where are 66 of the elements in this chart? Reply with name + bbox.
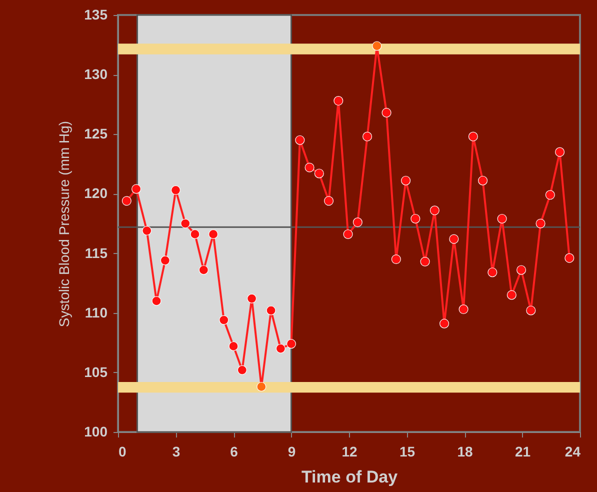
point — [286, 339, 296, 349]
x-tick-label: 9 — [288, 444, 296, 460]
point — [295, 135, 305, 145]
y-tick-label: 110 — [84, 304, 108, 320]
point — [142, 226, 152, 236]
point — [198, 265, 208, 275]
point — [362, 132, 372, 142]
x-axis-title: Time of Day — [301, 468, 398, 486]
x-tick-label: 6 — [230, 444, 238, 460]
point — [304, 162, 314, 172]
point — [449, 234, 459, 244]
y-tick-label: 130 — [84, 66, 108, 82]
point — [334, 96, 344, 106]
x-tick-label: 12 — [342, 444, 358, 460]
point — [401, 176, 411, 186]
x-tick-label: 18 — [457, 444, 473, 460]
point — [555, 147, 565, 157]
point — [170, 185, 181, 195]
point — [420, 256, 430, 266]
point — [410, 214, 420, 224]
y-tick-label: 135 — [84, 6, 108, 22]
point — [276, 344, 286, 354]
point — [468, 132, 478, 142]
point — [256, 382, 266, 392]
point — [160, 256, 170, 266]
point — [478, 176, 488, 186]
point — [132, 184, 142, 194]
point — [343, 229, 353, 239]
point — [219, 315, 229, 325]
point — [382, 108, 392, 118]
point — [266, 306, 276, 316]
point — [152, 296, 162, 306]
point — [324, 196, 334, 206]
point — [122, 196, 132, 206]
x-tick-label: 15 — [399, 444, 416, 460]
point — [536, 218, 546, 228]
point — [440, 318, 450, 328]
y-tick-label: 120 — [84, 185, 108, 202]
x-tick-label: 21 — [514, 444, 531, 460]
y-axis-title: Systolic Blood Pressure (mm Hg) — [56, 120, 72, 328]
point — [488, 268, 498, 278]
point — [564, 253, 574, 263]
y-tick-label: 100 — [84, 424, 108, 440]
point — [352, 218, 362, 228]
y-tick-label: 105 — [84, 364, 108, 380]
point — [430, 206, 440, 216]
x-tick-label: 3 — [172, 444, 180, 460]
y-tick-label: 125 — [84, 126, 108, 142]
point — [545, 190, 555, 200]
point — [526, 306, 536, 316]
point — [208, 229, 218, 239]
point — [228, 341, 238, 351]
point — [180, 218, 190, 228]
point — [458, 304, 468, 314]
point — [237, 365, 247, 375]
y-tick-label: 115 — [84, 244, 108, 261]
point — [391, 254, 401, 264]
point — [372, 41, 382, 51]
point — [247, 294, 257, 304]
point — [506, 290, 516, 300]
point — [516, 265, 526, 275]
point — [314, 168, 324, 178]
x-tick-label: 24 — [564, 444, 581, 460]
point — [497, 214, 507, 224]
point — [190, 229, 200, 239]
x-tick-label: 0 — [118, 444, 126, 460]
